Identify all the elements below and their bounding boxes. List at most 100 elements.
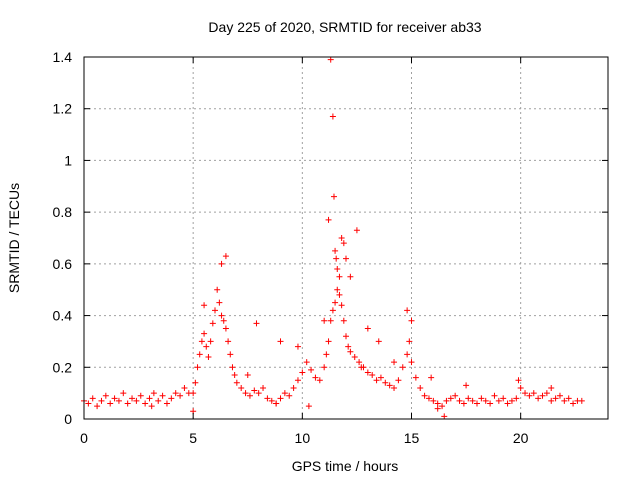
data-point <box>203 343 210 350</box>
data-point <box>336 291 343 298</box>
data-point <box>85 400 92 407</box>
data-point <box>369 372 376 379</box>
data-point <box>201 330 208 337</box>
data-point <box>305 403 312 410</box>
data-point <box>333 255 340 262</box>
data-point <box>201 302 208 309</box>
grid-lines <box>84 57 608 419</box>
data-point <box>244 372 251 379</box>
data-point <box>351 353 358 360</box>
data-point <box>286 392 293 399</box>
data-point <box>345 343 352 350</box>
y-tick-label: 0.6 <box>53 256 73 272</box>
data-point <box>552 395 559 402</box>
data-point <box>260 384 267 391</box>
data-point <box>329 113 336 120</box>
y-tick-label: 0 <box>64 411 72 427</box>
data-point <box>482 397 489 404</box>
data-point <box>356 359 363 366</box>
data-point <box>120 390 127 397</box>
data-point <box>430 397 437 404</box>
data-point <box>172 390 179 397</box>
data-point <box>570 400 577 407</box>
data-point <box>565 395 572 402</box>
data-point <box>214 286 221 293</box>
data-point <box>196 351 203 358</box>
data-point <box>561 397 568 404</box>
data-point <box>347 273 354 280</box>
axis-ticks <box>83 56 608 420</box>
x-tick-label: 5 <box>189 430 197 446</box>
data-point <box>102 392 109 399</box>
data-point <box>334 286 341 293</box>
y-tick-label: 0.2 <box>53 359 73 375</box>
data-point <box>273 400 280 407</box>
data-point <box>98 397 105 404</box>
data-point <box>148 403 155 410</box>
data-point <box>395 377 402 384</box>
data-point <box>150 390 157 397</box>
data-point <box>443 397 450 404</box>
data-point <box>474 400 480 407</box>
data-point <box>124 400 131 407</box>
data-point <box>155 397 162 404</box>
data-point <box>508 397 515 404</box>
y-tick-label: 1.2 <box>53 101 73 117</box>
data-point <box>142 400 149 407</box>
data-point <box>478 395 485 402</box>
data-point <box>338 235 345 241</box>
x-axis-label: GPS time / hours <box>292 458 399 474</box>
data-point <box>227 351 234 358</box>
data-point <box>491 392 498 399</box>
data-point <box>463 382 470 389</box>
data-point <box>190 390 197 397</box>
x-tick-label: 20 <box>513 430 529 446</box>
data-point <box>340 240 347 247</box>
data-point <box>441 413 448 420</box>
data-point <box>316 377 323 384</box>
data-point <box>222 325 229 332</box>
data-point <box>89 395 96 402</box>
chart-title: Day 225 of 2020, SRMTID for receiver ab3… <box>208 19 481 35</box>
data-point <box>382 379 389 386</box>
data-point <box>231 372 238 379</box>
data-point <box>353 227 360 234</box>
data-point <box>539 392 546 399</box>
data-point <box>327 56 334 63</box>
data-point <box>330 193 337 200</box>
data-point <box>548 384 555 391</box>
data-point <box>434 405 441 412</box>
data-point <box>212 307 218 314</box>
data-point <box>268 397 275 404</box>
data-point <box>434 400 441 407</box>
data-point <box>452 392 459 399</box>
data-point <box>526 392 533 399</box>
data-point <box>530 390 537 397</box>
data-point <box>327 317 334 324</box>
data-point <box>194 364 201 371</box>
data-points <box>81 56 585 420</box>
data-point <box>375 338 382 345</box>
x-tick-label: 15 <box>404 430 420 446</box>
data-point <box>129 395 136 402</box>
data-point <box>543 390 550 397</box>
data-point <box>229 364 236 371</box>
data-point <box>513 395 520 402</box>
data-point <box>548 397 555 404</box>
data-point <box>439 403 446 410</box>
data-point <box>364 369 371 376</box>
data-point <box>242 390 249 397</box>
data-point <box>133 397 140 404</box>
data-point <box>421 392 428 399</box>
data-point <box>391 359 398 366</box>
data-point <box>321 317 328 324</box>
data-point <box>177 392 184 399</box>
data-point <box>447 395 454 402</box>
data-point <box>336 273 343 280</box>
data-point <box>238 384 245 391</box>
data-point <box>343 333 349 340</box>
data-point <box>456 397 463 404</box>
data-point <box>325 338 332 345</box>
